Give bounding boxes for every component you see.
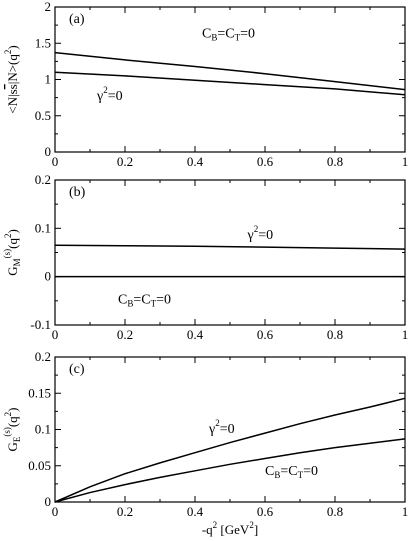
curve-annotation: CB=CT=0 <box>265 464 318 480</box>
curve-annotation: γ2=0 <box>96 85 123 104</box>
y-tick-label: 0 <box>45 144 52 159</box>
y-tick-label: 0.5 <box>35 108 51 123</box>
y-tick-label: 0.15 <box>28 385 51 400</box>
plot-frame <box>54 179 406 326</box>
series-line-1 <box>54 244 406 250</box>
y-tick-label: 0 <box>45 494 52 509</box>
curve-annotation: CB=CT=0 <box>202 26 255 42</box>
series-line-2 <box>54 71 406 96</box>
curve-annotation: CB=CT=0 <box>118 292 171 308</box>
y-tick-label: 0 <box>45 269 52 284</box>
panel-1: 0 0.2 0.4 0.6 0.8 1 0 0.5 1 1.5 2 (a) CB=CT=0 γ2=0 <N|… <box>3 0 408 169</box>
y-tick-label: 0.2 <box>35 349 51 364</box>
x-tick-label: 1 <box>402 327 409 342</box>
y-tick-label: 0.1 <box>35 220 51 235</box>
y-tick-label: 0.05 <box>28 458 51 473</box>
curve-annotation: γ2=0 <box>208 418 235 437</box>
y-tick-label: 0.2 <box>35 172 51 187</box>
x-tick-label: 0 <box>52 504 59 519</box>
y-axis-label: <N|ss|N>(q2) <box>3 45 20 113</box>
x-tick-label: 0.6 <box>257 504 274 519</box>
x-tick-label: 0.2 <box>117 154 133 169</box>
x-tick-label: 0.6 <box>257 154 274 169</box>
series-line-2 <box>54 438 406 503</box>
series-line-1 <box>54 397 406 503</box>
x-tick-label: 1 <box>402 504 409 519</box>
y-axis-label: GM(s)(q2) <box>2 229 22 276</box>
panel-label: (b) <box>69 185 86 200</box>
y-tick-label: 2 <box>45 0 52 14</box>
curve-annotation: γ2=0 <box>247 224 274 243</box>
x-tick-label: 1 <box>402 154 409 169</box>
y-tick-label: 1.5 <box>35 35 51 50</box>
x-tick-label: 0.8 <box>327 504 343 519</box>
x-tick-label: 0 <box>52 327 59 342</box>
y-tick-label: 1 <box>45 72 52 87</box>
panel-label: (c) <box>69 362 85 377</box>
panel-3: 0 0.2 0.4 0.6 0.8 1 0 0.05 0.1 0.15 0.2 (c) γ2=0 CB=C… <box>2 349 408 537</box>
y-tick-label: 0.1 <box>35 422 51 437</box>
x-tick-label: 0.8 <box>327 327 343 342</box>
x-tick-label: 0.6 <box>257 327 274 342</box>
x-tick-label: 0 <box>52 154 59 169</box>
panel-2: 0 0.2 0.4 0.6 0.8 1-0.100.10.2(b)γ2=0CB=CT=0G… <box>2 172 408 342</box>
x-tick-label: 0.4 <box>187 327 204 342</box>
x-tick-label: 0.4 <box>187 154 204 169</box>
panel-label: (a) <box>69 12 85 27</box>
y-axis-label: GE(s)(q2) <box>2 407 22 451</box>
series-line-1 <box>54 51 406 91</box>
x-tick-label: 0.2 <box>117 327 133 342</box>
x-tick-label: 0.4 <box>187 504 204 519</box>
y-tick-label: -0.1 <box>30 317 51 332</box>
x-axis-label: -q2 [GeV2] <box>202 520 258 537</box>
x-tick-label: 0.2 <box>117 504 133 519</box>
x-tick-label: 0.8 <box>327 154 343 169</box>
